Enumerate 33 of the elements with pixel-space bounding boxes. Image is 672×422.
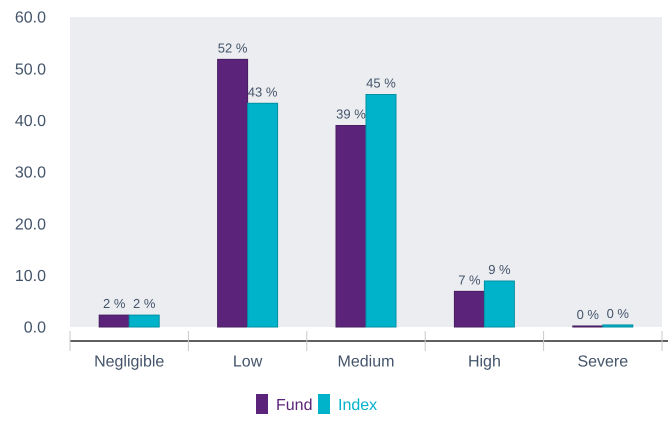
y-tick-label: 60.0: [14, 10, 46, 27]
legend-label: Fund: [276, 397, 312, 414]
y-tick-label: 20.0: [14, 216, 46, 234]
bar: [484, 280, 515, 328]
data-label: 0 %: [606, 306, 630, 321]
data-label: 52 %: [218, 40, 248, 56]
data-label: 0 %: [576, 306, 600, 322]
bar: [454, 290, 485, 328]
bar: [602, 324, 634, 328]
y-tick-label: 10.0: [14, 268, 46, 285]
y-tick-label: 30.0: [14, 164, 46, 182]
x-tick-label: Low: [232, 354, 263, 371]
x-tick-label: Medium: [338, 354, 394, 371]
bar: [366, 94, 396, 328]
bar: [98, 314, 130, 328]
data-label: 45 %: [366, 76, 396, 90]
y-tick-label: 50.0: [14, 61, 46, 78]
x-tick-label: Severe: [577, 354, 628, 371]
x-tick-label: High: [468, 354, 501, 371]
data-label: 43 %: [248, 84, 278, 100]
bar: [217, 58, 248, 328]
data-label: 39 %: [336, 106, 366, 122]
data-label: 7 %: [458, 272, 482, 288]
data-label: 2 %: [132, 296, 156, 312]
legend-label: Index: [338, 397, 378, 414]
y-tick-label: 0.0: [24, 320, 46, 337]
data-label: 2 %: [102, 296, 126, 312]
bar: [247, 102, 278, 328]
data-label: 9 %: [488, 262, 512, 278]
bar: [336, 125, 366, 328]
bar: [128, 314, 160, 328]
x-tick-label: Negligible: [94, 354, 164, 371]
y-tick-label: 40.0: [14, 112, 46, 130]
